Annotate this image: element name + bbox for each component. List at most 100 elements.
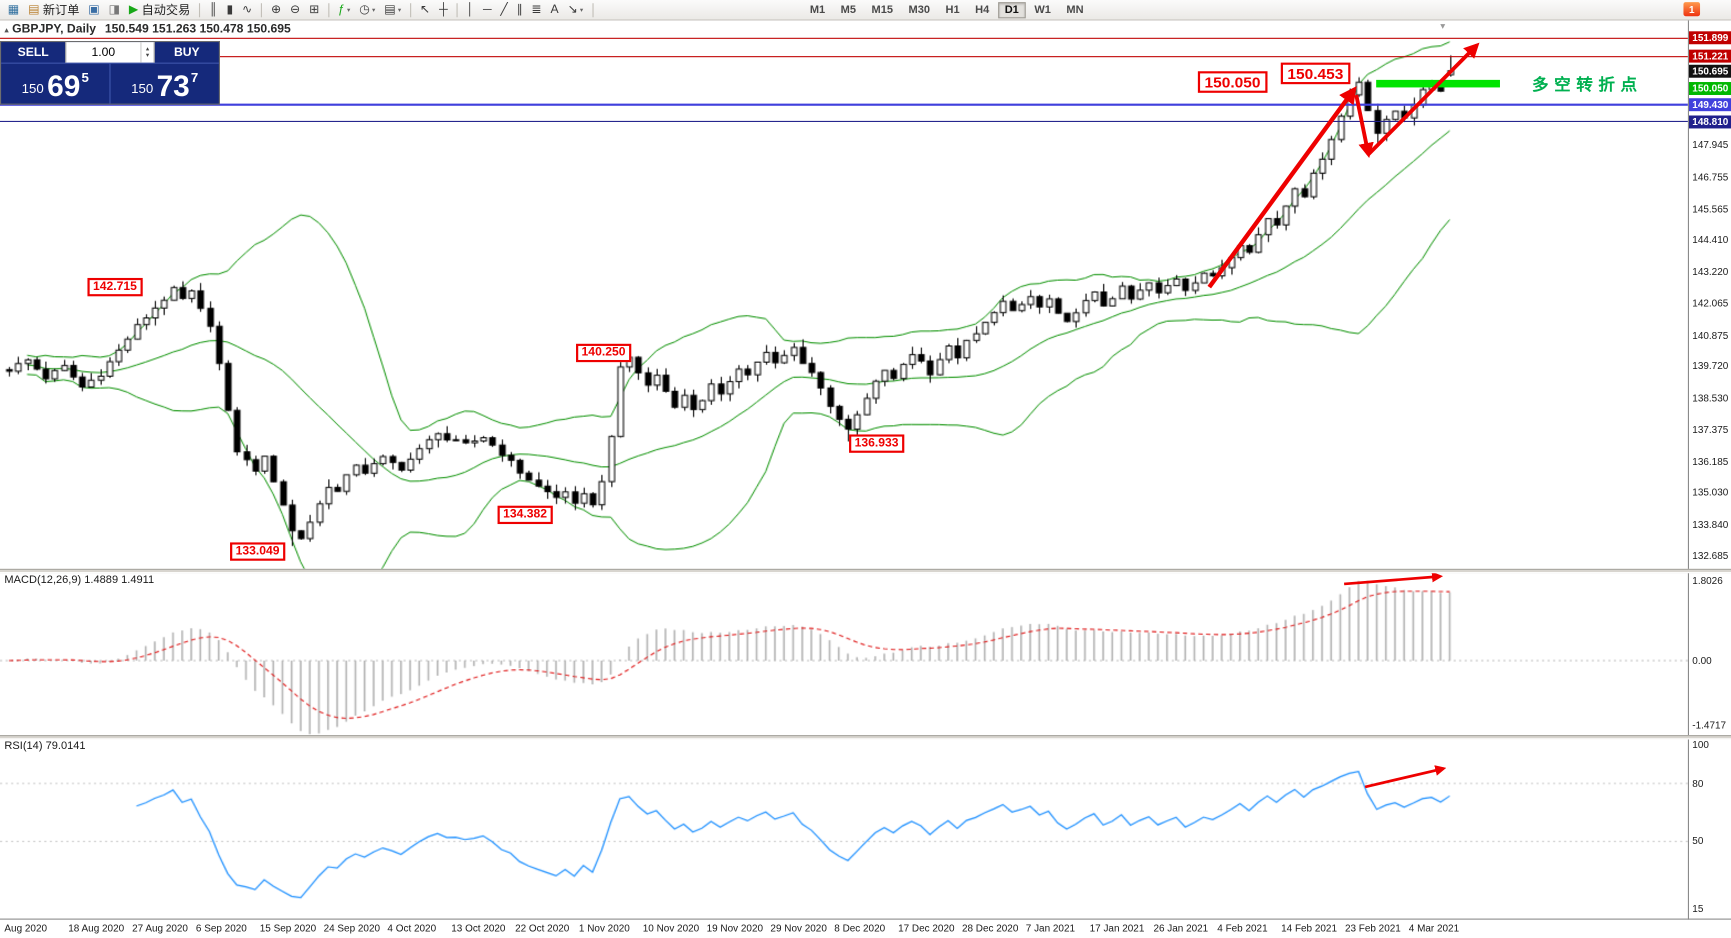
zoom-in-icon: ⊕ [271,2,282,16]
crosshair-icon: ┼ [439,2,448,16]
price-callout-142.715[interactable]: 142.715 [87,277,143,297]
trade-panel-price-row: 150 69 5 150 73 7 [1,63,219,104]
date-axis-label: 15 Sep 2020 [259,922,317,934]
vertical-line-icon: │ [466,2,475,16]
chart-shift-marker-icon[interactable]: ▾ [1440,20,1446,32]
new-chart-button[interactable]: ▦ [4,1,22,18]
price-axis[interactable]: 147.945 146.755 145.565 144.410 143.220 142.0… [1688,0,1731,938]
price-axis-label: 139.720 [1692,360,1729,372]
price-chart-canvas[interactable] [0,19,1688,919]
date-axis-divider [0,918,1731,920]
timeframe-w1-button[interactable]: W1 [1034,3,1051,16]
date-axis-label: 6 Sep 2020 [195,922,247,934]
toolbar-separator [410,2,412,17]
new-chart-icon: ▦ [7,2,20,16]
price-tag-150.695: 150.695 [1688,64,1731,78]
timeframe-h1-button[interactable]: H1 [945,3,960,16]
main-toolbar: ▦ ▤ 新订单 ▣ ◨ ▶ 自动交易 ║ ▮ ∿ ⊕ ⊖ ⊞ ƒ ▾ ◷ ▾ ▤ ▾ ↖ ┼ │ ─ ╱ ∥ ≣ A ↘ ▾ M1 M5 M… [0,0,1731,21]
date-axis-label: 4 Mar 2021 [1408,922,1460,934]
zoom-out-button[interactable]: ⊖ [287,1,304,18]
date-axis-label: 4 Oct 2020 [387,922,437,934]
timeframe-h4-button[interactable]: H4 [975,3,990,16]
price-axis-label: 136.185 [1692,456,1729,467]
new-order-label: 新订单 [42,4,80,18]
rsi-pane-separator[interactable] [0,735,1731,740]
buy-button[interactable]: BUY [173,45,200,59]
price-axis-label: 132.685 [1692,550,1729,562]
horizontal-level-line-151.899[interactable] [0,37,1688,40]
chart-bars-icon: ║ [209,2,218,16]
timeframe-d1-button[interactable]: D1 [998,1,1026,18]
periods-caret-icon: ▾ [372,7,376,14]
date-axis-label: 13 Oct 2020 [451,922,506,934]
crosshair-button[interactable]: ┼ [436,1,451,18]
cursor-button[interactable]: ↖ [417,1,434,18]
date-axis-label: 27 Aug 2020 [132,922,188,934]
date-axis-label: 14 Feb 2021 [1281,922,1337,934]
chart-bars-button[interactable]: ║ [206,1,221,18]
volume-stepper[interactable]: ▴ ▾ [140,42,153,63]
horizontal-level-line-149.43[interactable] [0,103,1688,106]
price-tag-151.221: 151.221 [1688,50,1731,64]
trendline-icon: ╱ [500,2,508,16]
date-axis[interactable]: Aug 2020 18 Aug 2020 27 Aug 2020 6 Sep 2020… [0,920,1731,938]
price-callout-150.453[interactable]: 150.453 [1280,62,1350,85]
sell-price[interactable]: 150 69 5 [1,63,111,104]
arrows-tool-button[interactable]: ↘ ▾ [564,1,586,18]
sell-button[interactable]: SELL [17,45,49,59]
equidistant-channel-button[interactable]: ∥ [513,1,526,18]
indicators-button[interactable]: ƒ ▾ [335,1,354,18]
autotrading-button[interactable]: ▶ 自动交易 [126,1,194,18]
periods-button[interactable]: ◷ ▾ [356,1,379,18]
notifications-badge[interactable]: 1 [1683,2,1701,17]
horizontal-line-button[interactable]: ─ [480,1,495,18]
chart-candles-button[interactable]: ▮ [223,1,236,18]
price-axis-label: 145.565 [1692,203,1729,215]
horizontal-line-icon: ─ [482,2,492,16]
price-tag-150.050: 150.050 [1688,81,1731,95]
auto-arrange-button[interactable]: ⊞ [306,1,323,18]
vertical-line-button[interactable]: │ [463,1,477,18]
price-callout-140.250[interactable]: 140.250 [576,343,632,363]
price-callout-133.049[interactable]: 133.049 [230,542,286,561]
auto-arrange-icon: ⊞ [309,2,320,16]
price-axis-divider [1687,19,1689,920]
pivot-zone-line[interactable] [1376,79,1500,88]
pivot-zone-label[interactable]: 多空转折点 [1532,75,1643,95]
market-watch-button[interactable]: ▣ [85,1,103,18]
timeframe-m5-button[interactable]: M5 [840,3,857,16]
timeframe-mn-button[interactable]: MN [1066,3,1084,16]
timeframe-m15-button[interactable]: M15 [871,3,894,16]
price-callout-134.382[interactable]: 134.382 [497,505,553,525]
price-callout-136.933[interactable]: 136.933 [849,434,905,453]
strategy-tester-icon: ◨ [108,2,121,16]
date-axis-label: 26 Jan 2021 [1153,922,1209,934]
timeframe-m30-button[interactable]: M30 [908,3,930,16]
buy-price[interactable]: 150 73 7 [111,64,219,104]
volume-up-icon[interactable]: ▴ [145,45,150,53]
volume-down-icon[interactable]: ▾ [145,52,150,59]
templates-button[interactable]: ▤ ▾ [381,1,405,18]
horizontal-level-line-148.81[interactable] [0,120,1688,123]
chart-expand-icon[interactable]: ▴ [4,24,9,35]
toolbar-separator [592,2,594,17]
date-axis-label: 28 Dec 2020 [961,922,1019,934]
macd-pane-separator[interactable] [0,568,1731,574]
trendline-button[interactable]: ╱ [497,1,511,18]
volume-field[interactable]: 1.00 ▴ ▾ [65,42,155,63]
strategy-tester-button[interactable]: ◨ [105,1,123,18]
price-axis-label: 142.065 [1692,297,1729,309]
zoom-in-button[interactable]: ⊕ [268,1,285,18]
date-axis-label: 7 Jan 2021 [1025,922,1076,934]
cursor-icon: ↖ [420,2,431,16]
chart-candles-icon: ▮ [226,2,234,16]
horizontal-level-line-151.221[interactable] [0,55,1688,58]
new-order-button[interactable]: ▤ 新订单 [25,1,83,18]
price-callout-150.050[interactable]: 150.050 [1197,71,1268,93]
fibonacci-button[interactable]: ≣ [528,1,545,18]
timeframe-m1-button[interactable]: M1 [809,3,826,16]
chart-line-button[interactable]: ∿ [239,1,256,18]
date-axis-label: Aug 2020 [4,922,48,934]
templates-caret-icon: ▾ [397,7,402,14]
text-label-button[interactable]: A [547,1,562,18]
